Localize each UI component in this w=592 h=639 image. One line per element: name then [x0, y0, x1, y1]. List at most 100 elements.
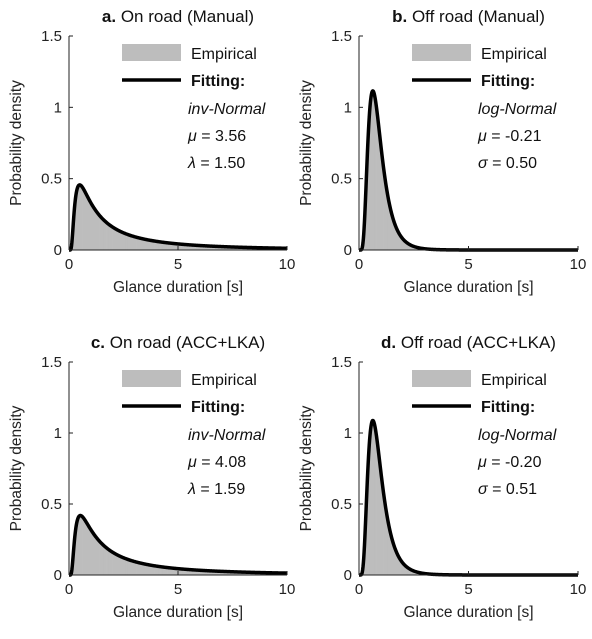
histogram-bar	[136, 562, 140, 575]
histogram-bar	[162, 567, 166, 575]
legend-param2-symbol: σ	[478, 155, 489, 172]
histogram-bar	[372, 420, 375, 575]
y-tick-label: 1.5	[331, 354, 352, 371]
histogram-bar	[169, 243, 172, 250]
histogram-bar	[140, 563, 144, 575]
legend-param2-symbol: λ	[187, 481, 196, 498]
y-axis-label: Probability density	[298, 80, 315, 206]
panel-title: a. On road (Manual)	[102, 7, 254, 26]
chart-panel-1: 0 0.5 1 1.5 0 5 10 Glance duration [s] Probabili…	[8, 7, 295, 296]
y-tick-label: 0.5	[331, 171, 352, 188]
histogram-bar	[125, 559, 129, 575]
y-tick-label: 0	[54, 567, 62, 584]
histogram-bar	[188, 244, 192, 250]
histogram-bar	[92, 208, 96, 250]
x-tick-label: 0	[355, 256, 363, 273]
legend-fitting-label: Fitting:	[481, 399, 535, 416]
histogram-bar	[221, 571, 225, 575]
histogram-bar	[82, 517, 85, 575]
histogram-bar	[193, 569, 196, 575]
histogram-bar	[110, 551, 113, 575]
histogram-bar	[130, 235, 133, 250]
legend-param1: μ = -0.21	[477, 128, 542, 145]
histogram-bar	[178, 244, 181, 250]
legend-param2: σ = 0.50	[478, 155, 537, 172]
histogram-bar	[404, 566, 408, 575]
histogram-bar	[106, 548, 109, 575]
histogram-bar	[411, 245, 415, 250]
histogram-bar	[197, 570, 201, 575]
x-tick-label: 5	[174, 581, 182, 598]
histogram-bar	[132, 236, 135, 250]
histogram-bar	[385, 187, 388, 250]
legend-empirical-label: Empirical	[191, 372, 257, 389]
histogram-bar	[201, 245, 205, 250]
histogram-bar	[116, 230, 120, 250]
y-tick-label: 1.5	[331, 28, 352, 45]
x-tick-label: 10	[570, 256, 587, 273]
histogram-bar	[193, 245, 196, 250]
histogram-bar	[383, 172, 386, 250]
histogram-bar	[376, 444, 380, 575]
histogram-bar	[171, 243, 174, 250]
x-axis-label: Glance duration [s]	[403, 279, 533, 296]
panel-label: c.	[91, 333, 105, 352]
legend-param1-symbol: μ	[477, 128, 487, 145]
fitting-curve	[67, 183, 289, 252]
histogram-bar	[125, 234, 129, 250]
histogram-bar	[396, 230, 399, 250]
histogram-bar	[167, 242, 170, 250]
histogram-bar	[380, 155, 384, 250]
legend-param1-value: = -0.21	[487, 128, 542, 145]
histogram-bar	[389, 534, 393, 575]
legend-empirical-swatch	[412, 44, 471, 61]
histogram-bar	[88, 200, 92, 250]
histogram-bar	[114, 554, 118, 575]
histogram-bar	[175, 568, 179, 575]
histogram-bar	[97, 214, 100, 250]
panel-title-text: Off road (ACC+LKA)	[396, 333, 556, 352]
legend-model-name: inv-Normal	[188, 101, 266, 118]
histogram-bar	[182, 244, 185, 250]
legend-model-name: log-Normal	[478, 101, 557, 118]
x-axis-label: Glance duration [s]	[403, 604, 533, 621]
panel-label: b.	[392, 7, 407, 26]
histogram-bar	[75, 523, 79, 575]
histogram-bar	[154, 565, 157, 575]
histogram-bar	[178, 568, 181, 575]
panel-title-text: Off road (Manual)	[407, 7, 545, 26]
legend-param2-value: = 0.51	[488, 481, 537, 498]
y-tick-label: 0	[344, 242, 352, 259]
histogram-bar	[127, 559, 131, 575]
histogram-bar	[101, 219, 105, 250]
histogram-bar	[402, 564, 406, 575]
histogram-bar	[99, 216, 103, 250]
histogram-bar	[369, 426, 373, 575]
histogram-bar	[77, 516, 81, 575]
histogram-bar	[197, 245, 201, 250]
histogram-bar	[119, 556, 122, 575]
histogram-bar	[195, 245, 198, 250]
histogram-bar	[407, 568, 410, 575]
legend-param2: σ = 0.51	[478, 481, 537, 498]
histogram-bar	[188, 569, 192, 575]
legend-empirical-label: Empirical	[191, 46, 257, 63]
histogram-bar	[77, 185, 81, 250]
histogram-bar	[99, 542, 103, 575]
y-axis-label: Probability density	[8, 80, 25, 206]
histogram-bar	[84, 520, 87, 575]
histogram-bar	[411, 570, 415, 575]
y-tick-label: 0	[344, 567, 352, 584]
chart-panel-4: 0 0.5 1 1.5 0 5 10 Glance duration [s] Probabili…	[298, 333, 586, 621]
histogram-bar	[136, 237, 140, 250]
x-axis-label: Glance duration [s]	[113, 279, 243, 296]
histogram-bar	[90, 531, 94, 575]
legend-param2-value: = 1.59	[196, 481, 245, 498]
histogram-bar	[101, 544, 105, 575]
histogram-bar	[147, 240, 151, 250]
histogram-bar	[110, 226, 113, 250]
histogram-bar	[164, 567, 168, 575]
histogram-bar	[184, 569, 188, 575]
legend-param1-symbol: μ	[187, 454, 197, 471]
